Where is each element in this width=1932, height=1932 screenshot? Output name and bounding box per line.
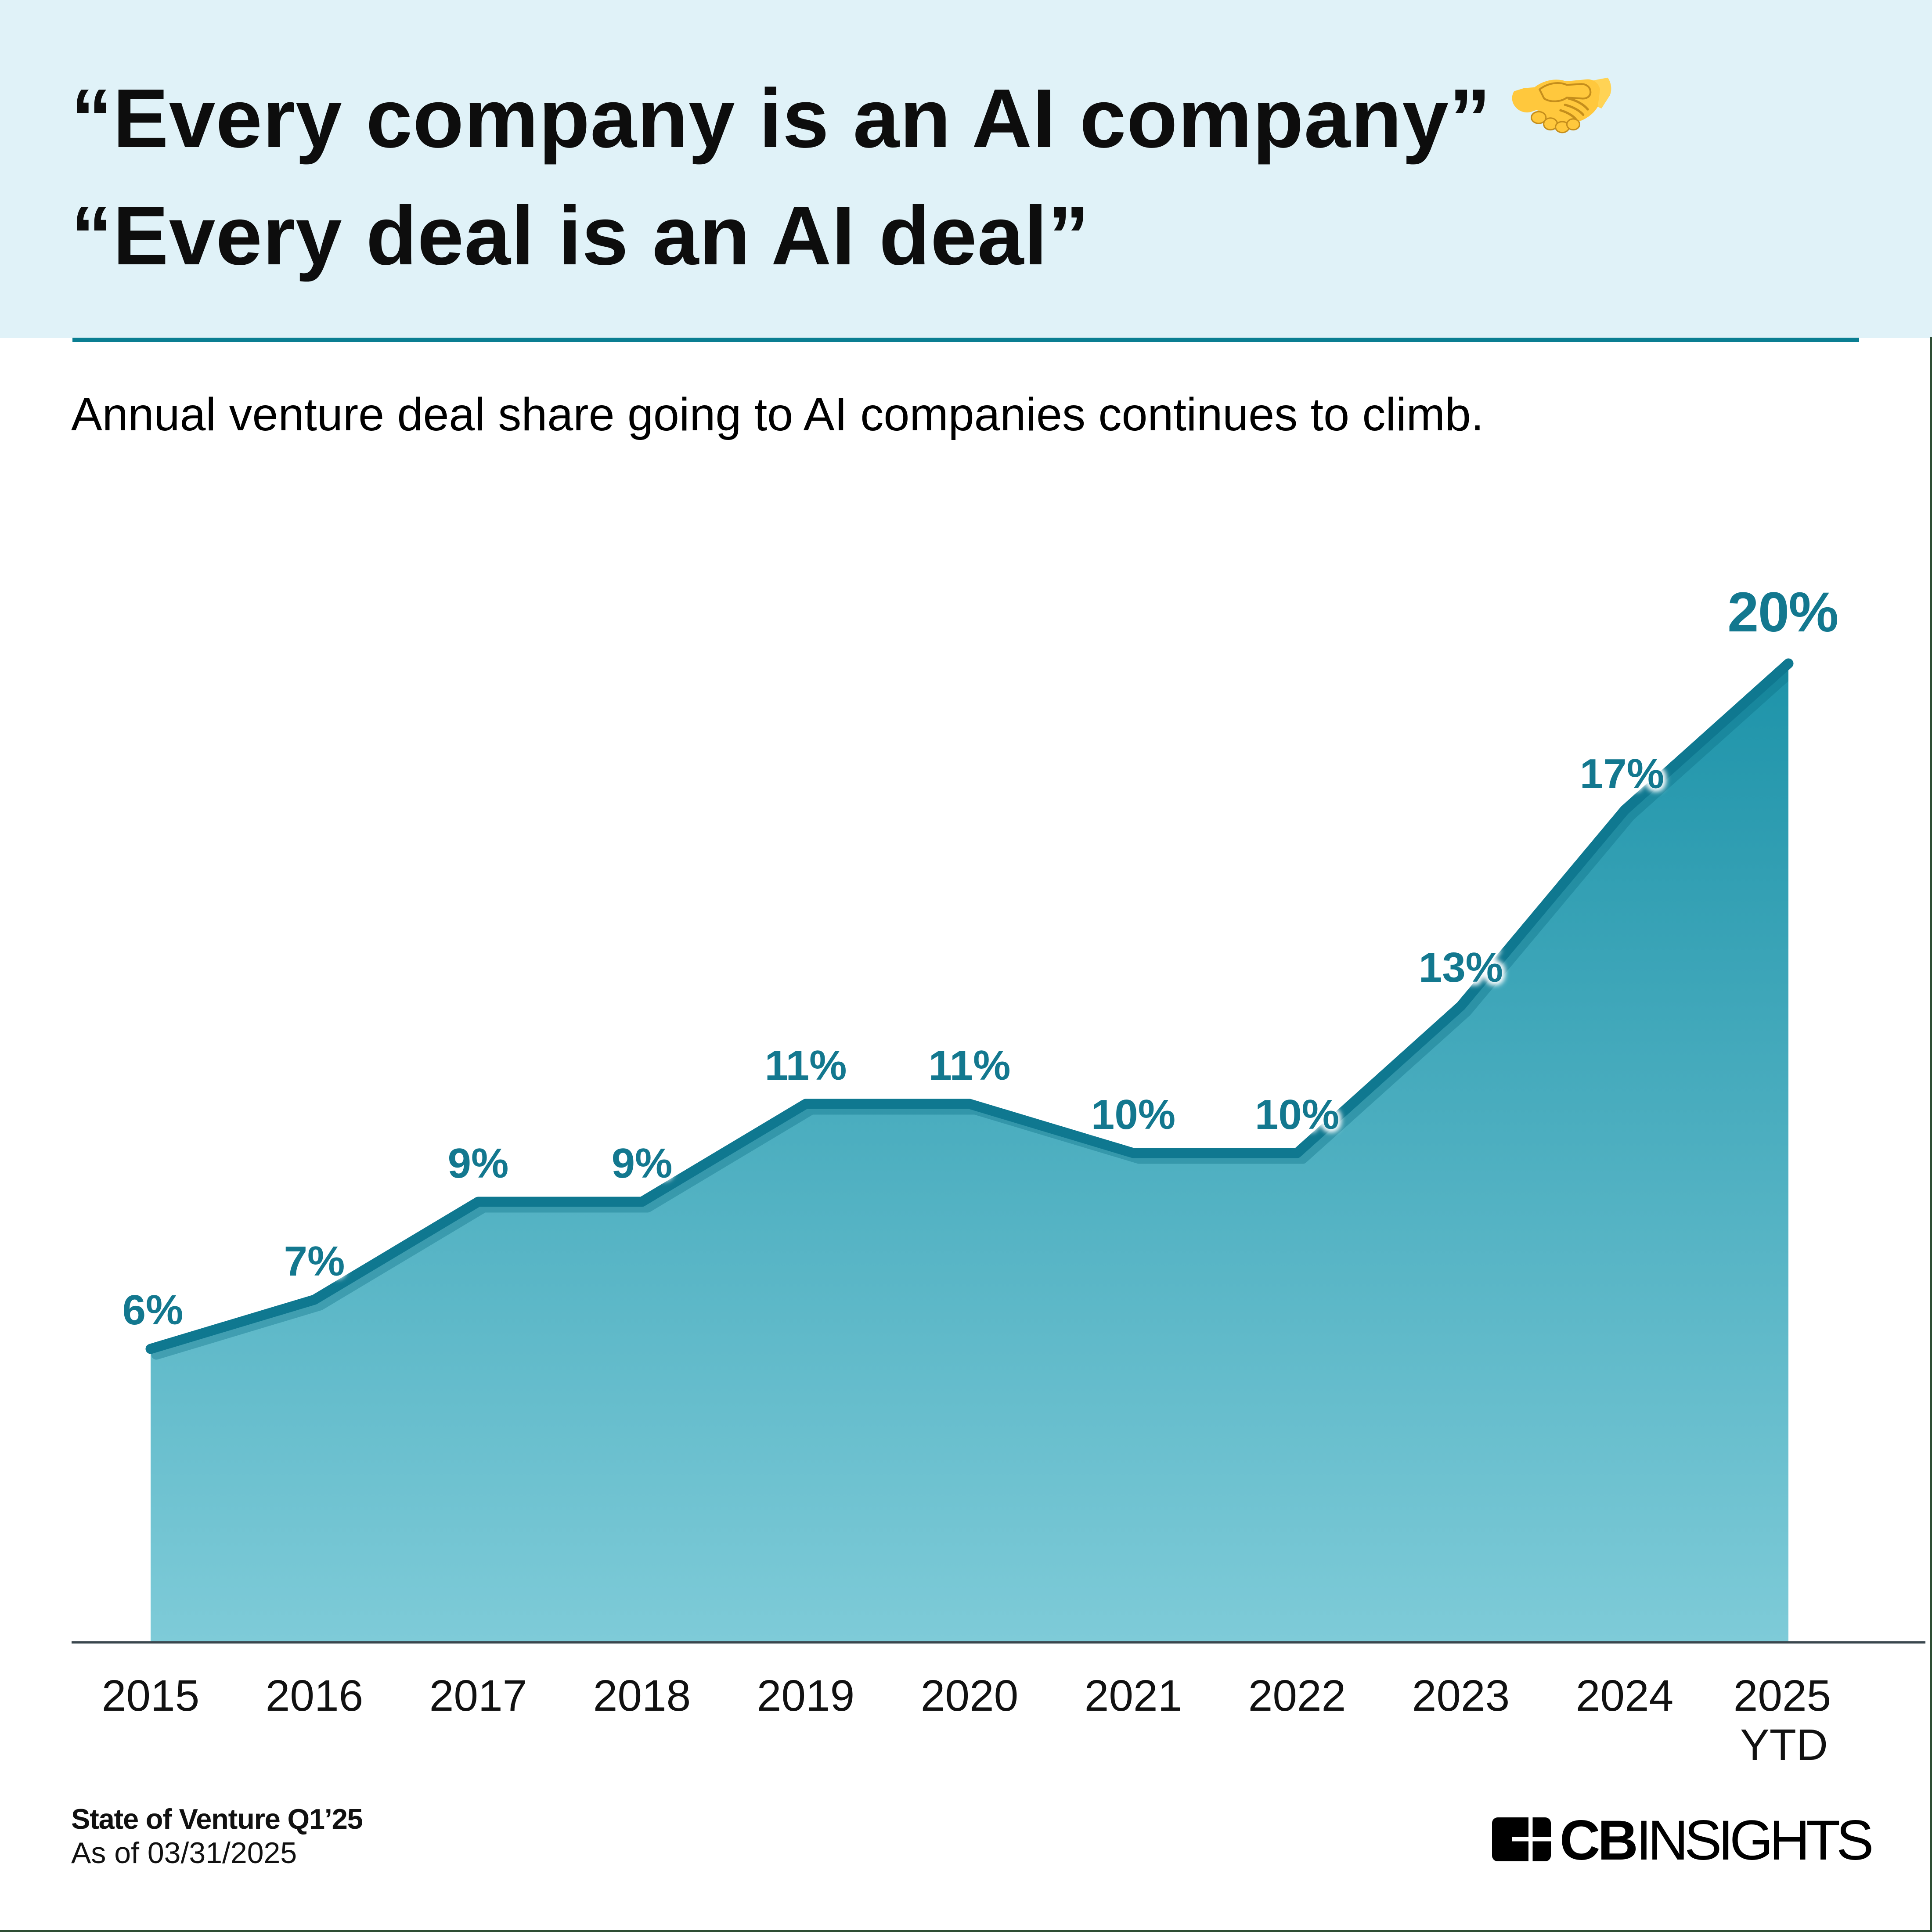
svg-text:2025: 2025 bbox=[1734, 1671, 1831, 1720]
svg-text:2015: 2015 bbox=[102, 1671, 199, 1720]
svg-text:17%: 17% bbox=[1580, 750, 1664, 797]
svg-text:9%: 9% bbox=[612, 1140, 673, 1187]
svg-text:11%: 11% bbox=[765, 1042, 847, 1089]
svg-text:17%: 17% bbox=[1580, 750, 1664, 797]
svg-text:2016: 2016 bbox=[266, 1671, 363, 1720]
svg-text:6%: 6% bbox=[123, 1287, 184, 1334]
svg-text:2024: 2024 bbox=[1576, 1671, 1673, 1720]
svg-text:11%: 11% bbox=[765, 1042, 847, 1089]
svg-text:13%: 13% bbox=[1419, 944, 1503, 991]
svg-text:2019: 2019 bbox=[757, 1671, 854, 1720]
svg-text:10%: 10% bbox=[1255, 1091, 1339, 1138]
svg-text:7%: 7% bbox=[284, 1238, 345, 1285]
svg-text:YTD: YTD bbox=[1740, 1720, 1828, 1770]
svg-text:As of 03/31/2025: As of 03/31/2025 bbox=[71, 1836, 297, 1870]
svg-text:2020: 2020 bbox=[921, 1671, 1018, 1720]
svg-text:2021: 2021 bbox=[1085, 1671, 1182, 1720]
svg-text:2022: 2022 bbox=[1248, 1671, 1346, 1720]
svg-text:9%: 9% bbox=[448, 1140, 509, 1187]
svg-text:13%: 13% bbox=[1419, 944, 1503, 991]
svg-text:20%: 20% bbox=[1727, 581, 1838, 644]
svg-text:10%: 10% bbox=[1091, 1091, 1175, 1138]
svg-text:2017: 2017 bbox=[429, 1671, 527, 1720]
svg-text:11%: 11% bbox=[929, 1042, 1011, 1089]
svg-text:6%: 6% bbox=[123, 1287, 184, 1334]
svg-text:State of Venture Q1’25: State of Venture Q1’25 bbox=[71, 1803, 363, 1835]
svg-text:11%: 11% bbox=[929, 1042, 1011, 1089]
svg-text:INSIGHTS: INSIGHTS bbox=[1636, 1809, 1871, 1872]
svg-text:CB: CB bbox=[1560, 1809, 1636, 1872]
svg-text:10%: 10% bbox=[1255, 1091, 1339, 1138]
svg-text:2018: 2018 bbox=[593, 1671, 691, 1720]
svg-text:9%: 9% bbox=[448, 1140, 509, 1187]
svg-text:10%: 10% bbox=[1091, 1091, 1175, 1138]
svg-text:9%: 9% bbox=[612, 1140, 673, 1187]
svg-text:7%: 7% bbox=[284, 1238, 345, 1285]
svg-text:2023: 2023 bbox=[1412, 1671, 1510, 1720]
